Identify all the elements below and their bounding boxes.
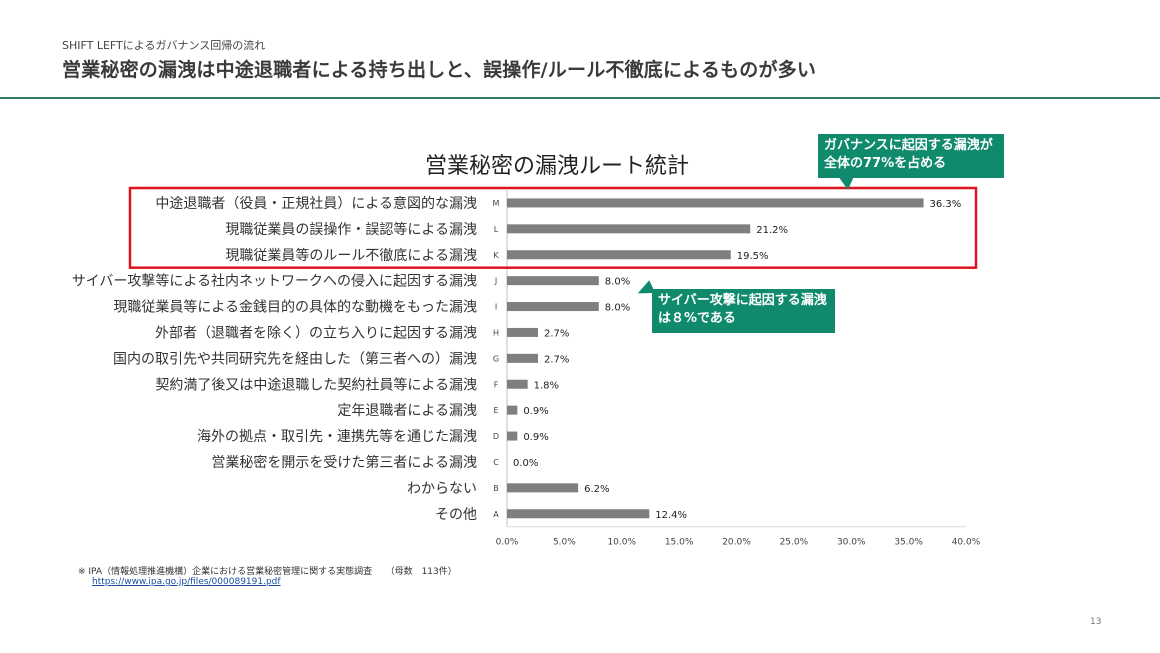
category-code: A [493,510,499,519]
bar [507,224,751,234]
category-code: F [494,380,499,389]
category-label: サイバー攻撃等による社内ネットワークへの侵入に起因する漏洩 [72,273,477,290]
category-label: 営業秘密を開示を受けた第三者による漏洩 [211,454,477,471]
value-label: 2.7% [544,354,569,365]
x-tick-label: 5.0% [553,538,576,548]
category-label: 契約満了後又は中途退職した契約社員等による漏洩 [155,376,477,393]
value-label: 8.0% [605,277,630,288]
category-label: 中途退職者（役員・正規社員）による意図的な漏洩 [155,195,477,212]
callout-cyber: サイバー攻撃に起因する漏洩は８%である [652,289,835,333]
category-label: 国内の取引先や共同研究先を経由した（第三者への）漏洩 [113,350,477,367]
section-subtitle: SHIFT LEFTによるガバナンス回帰の流れ [62,39,266,52]
bar [507,509,650,519]
value-label: 0.9% [523,432,548,443]
category-code: E [493,406,498,415]
callout-governance: ガバナンスに起因する漏洩が全体の77%を占める [818,134,1004,178]
category-code: L [494,225,499,234]
x-tick-label: 25.0% [780,538,809,548]
page-number: 13 [1090,617,1102,627]
category-code: K [493,251,499,260]
value-label: 0.9% [523,406,548,417]
source-link[interactable]: https://www.ipa.go.jp/files/000089191.pd… [92,577,281,587]
category-label: 現職従業員等のルール不徹底による漏洩 [225,247,477,264]
category-label: 現職従業員等による金銭目的の具体的な動機をもった漏洩 [113,299,477,316]
callout-top-pointer [838,176,854,190]
bar [507,198,924,208]
value-label: 8.0% [605,303,630,314]
bar [507,276,599,286]
x-tick-label: 0.0% [496,538,519,548]
value-label: 1.8% [534,380,559,391]
bar [507,327,538,337]
value-label: 36.3% [930,199,962,210]
x-tick-label: 20.0% [722,538,751,548]
category-label: 定年退職者による漏洩 [337,403,477,419]
category-label: わからない [407,481,477,497]
category-code: J [494,277,497,286]
category-label: 海外の拠点・取引先・連携先等を通じた漏洩 [197,428,477,445]
bar [507,405,518,415]
page-title: 営業秘密の漏洩は中途退職者による持ち出しと、誤操作/ルール不徹底によるものが多い [62,59,817,81]
bar [507,379,528,389]
value-label: 12.4% [655,510,687,521]
category-code: M [493,199,500,208]
x-tick-label: 40.0% [952,538,981,548]
value-label: 2.7% [544,328,569,339]
category-code: D [493,432,499,441]
value-label: 19.5% [737,251,769,262]
bar [507,353,538,363]
bar [507,302,599,312]
x-tick-label: 30.0% [837,538,866,548]
highlight-box [128,186,978,269]
value-label: 21.2% [756,225,788,236]
value-label: 0.0% [513,458,538,469]
category-code: H [493,328,499,337]
source-note: ※ IPA（情報処理推進機構）企業における営業秘密管理に関する実態調査 （母数 … [78,567,457,577]
title-divider [0,97,1160,99]
category-label: 現職従業員の誤操作・誤認等による漏洩 [225,221,477,238]
category-label: 外部者（退職者を除く）の立ち入りに起因する漏洩 [155,325,477,341]
category-code: B [493,484,499,493]
value-label: 6.2% [584,484,609,495]
category-code: C [493,458,499,467]
bar [507,250,731,260]
category-code: I [495,303,497,312]
category-label: その他 [435,507,477,523]
x-tick-label: 10.0% [607,538,636,548]
bar [507,431,518,441]
x-tick-label: 35.0% [894,538,923,548]
category-code: G [493,354,499,363]
chart-title: 営業秘密の漏洩ルート統計 [425,154,690,179]
x-tick-label: 15.0% [665,538,694,548]
bar [507,483,579,493]
